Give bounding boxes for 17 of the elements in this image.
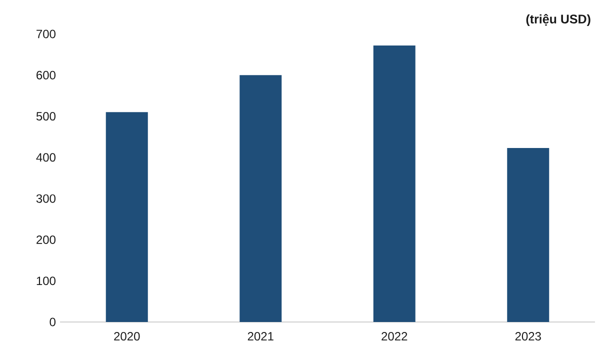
x-tick-label: 2022 [382, 332, 408, 341]
x-tick-label: 2020 [114, 332, 140, 341]
y-tick-label: 200 [36, 235, 56, 244]
y-tick-label: 700 [36, 30, 56, 38]
x-tick-label: 2021 [248, 332, 274, 341]
bar [106, 112, 148, 322]
y-tick-label: 500 [36, 112, 56, 121]
bar [373, 46, 416, 322]
x-tick-label: 2023 [515, 332, 541, 341]
bar [240, 75, 282, 322]
y-tick-label: 400 [36, 153, 56, 162]
y-tick-label: 100 [36, 276, 56, 286]
y-tick-label: 0 [50, 318, 56, 326]
y-tick-label: 600 [36, 70, 56, 80]
y-tick-label: 300 [36, 194, 56, 203]
y-axis-title: (triệu USD) [526, 14, 590, 26]
bar [507, 148, 550, 322]
